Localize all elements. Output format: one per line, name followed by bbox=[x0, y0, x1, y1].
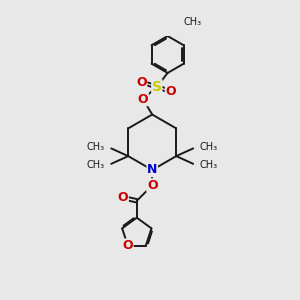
Text: CH₃: CH₃ bbox=[183, 17, 201, 27]
Text: O: O bbox=[122, 239, 133, 252]
Text: CH₃: CH₃ bbox=[199, 160, 218, 170]
Text: O: O bbox=[136, 76, 147, 89]
Text: O: O bbox=[118, 191, 128, 204]
Text: O: O bbox=[165, 85, 176, 98]
Text: O: O bbox=[147, 179, 158, 192]
Text: CH₃: CH₃ bbox=[87, 160, 105, 170]
Text: CH₃: CH₃ bbox=[199, 142, 218, 152]
Text: S: S bbox=[152, 80, 162, 94]
Text: CH₃: CH₃ bbox=[87, 142, 105, 152]
Text: N: N bbox=[147, 164, 158, 176]
Text: O: O bbox=[138, 93, 148, 106]
